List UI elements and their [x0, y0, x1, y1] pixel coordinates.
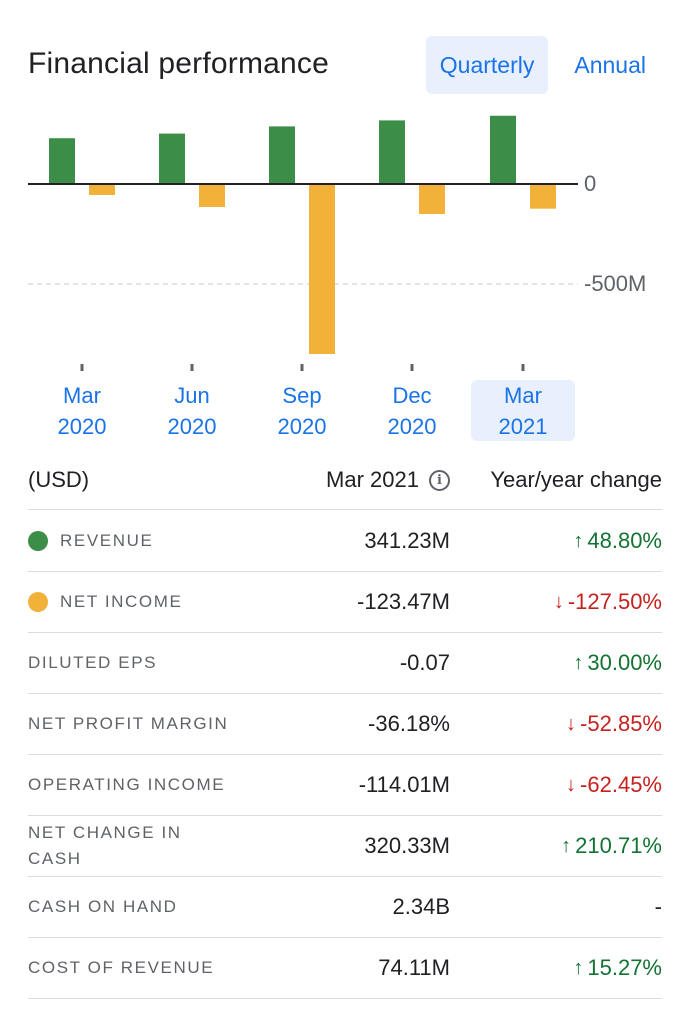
x-label-year: 2021 — [498, 414, 548, 439]
row-value: -123.47M — [357, 589, 450, 614]
currency-label: (USD) — [28, 467, 90, 492]
table-row: CASH ON HAND 2.34B - — [28, 877, 662, 938]
legend-dot-icon — [28, 592, 48, 612]
table-row: OPERATING INCOME -114.01M ↓ -62.45% — [28, 755, 662, 816]
row-label: CASH ON HAND — [28, 877, 308, 937]
table-header: (USD) Mar 2021 i Year/year change — [28, 450, 662, 510]
period-header: Mar 2021 i — [326, 467, 450, 493]
row-change-text: -127.50% — [567, 589, 662, 614]
row-label: NET PROFIT MARGIN — [28, 694, 308, 754]
row-label: DILUTED EPS — [28, 633, 308, 693]
row-change-text: -62.45% — [580, 772, 662, 797]
x-category-label[interactable]: Mar 2021 — [471, 380, 575, 441]
financial-header: Financial performance Quarterly Annual — [0, 0, 688, 110]
x-category-label[interactable]: Sep 2020 — [250, 380, 354, 441]
row-value: -36.18% — [368, 711, 450, 736]
table-row: NET INCOME -123.47M ↓ -127.50% — [28, 572, 662, 633]
row-change: - — [655, 877, 662, 937]
x-label-year: 2020 — [57, 414, 107, 439]
revenue-bar-3 — [269, 126, 295, 184]
row-value: 341.23M — [364, 528, 450, 553]
row-value: -0.07 — [399, 650, 450, 675]
x-label-month: Sep — [282, 383, 322, 408]
net-income-bar-1 — [89, 184, 115, 195]
row-label: COST OF REVENUE — [28, 938, 308, 998]
row-label: NET CHANGE IN CASH — [28, 816, 308, 876]
arrow-up-icon: ↑ — [561, 834, 572, 857]
row-value: -114.01M — [358, 772, 450, 797]
row-change: ↑ 48.80% — [573, 511, 662, 571]
arrow-down-icon: ↓ — [566, 773, 577, 796]
row-label-text: NET INCOME — [60, 592, 183, 611]
page-title: Financial performance — [28, 47, 330, 80]
x-label-year: 2020 — [277, 414, 327, 439]
row-label-text: DILUTED EPS — [28, 653, 158, 672]
change-header: Year/year change — [490, 467, 662, 492]
x-label-month: Jun — [174, 383, 210, 408]
table-row: COST OF REVENUE 74.11M ↑ 15.27% — [28, 938, 662, 999]
row-change-text: 30.00% — [587, 650, 662, 675]
row-value: 320.33M — [364, 833, 450, 858]
arrow-up-icon: ↑ — [573, 651, 584, 674]
revenue-bar-1 — [49, 138, 75, 184]
row-value: 2.34B — [392, 894, 451, 919]
x-label-month: Mar — [63, 383, 101, 408]
row-label-text: COST OF REVENUE — [28, 958, 215, 977]
arrow-down-icon: ↓ — [553, 590, 564, 613]
y-tick-label: 0 — [584, 171, 597, 196]
row-change-text: 48.80% — [587, 528, 662, 553]
x-label-year: 2020 — [167, 414, 217, 439]
net-income-bar-3 — [309, 184, 335, 354]
row-change-text: -52.85% — [580, 711, 662, 736]
net-income-bar-2 — [199, 184, 225, 207]
row-label-text: OPERATING INCOME — [28, 775, 226, 794]
row-label: REVENUE — [28, 511, 308, 571]
revenue-bar-5 — [490, 115, 516, 184]
legend-dot-icon — [28, 531, 48, 551]
row-label-text: CASH ON HAND — [28, 897, 178, 916]
period-tabs: Quarterly Annual — [425, 36, 660, 94]
row-change: ↑ 15.27% — [573, 938, 662, 998]
x-label-month: Mar — [504, 383, 542, 408]
row-value: 74.11M — [378, 955, 450, 980]
row-label-text: NET PROFIT MARGIN — [28, 714, 229, 733]
row-label-text: NET CHANGE IN CASH — [28, 823, 182, 868]
x-label-year: 2020 — [387, 414, 437, 439]
y-tick-label: -500M — [584, 271, 647, 296]
period-label: Mar 2021 — [326, 467, 419, 492]
x-category-label[interactable]: Jun 2020 — [140, 380, 244, 441]
row-label-text: REVENUE — [60, 531, 154, 550]
row-label: NET INCOME — [28, 572, 308, 632]
net-income-bar-5 — [530, 184, 556, 209]
net-income-bar-4 — [419, 184, 445, 214]
table-row: NET PROFIT MARGIN -36.18% ↓ -52.85% — [28, 694, 662, 755]
arrow-up-icon: ↑ — [573, 956, 584, 979]
revenue-bar-2 — [159, 133, 185, 184]
chart-canvas — [28, 115, 578, 371]
row-change-text: 210.71% — [575, 833, 662, 858]
info-icon[interactable]: i — [429, 469, 450, 491]
row-change: ↓ -62.45% — [566, 755, 662, 815]
table-row: NET CHANGE IN CASH 320.33M ↑ 210.71% — [28, 816, 662, 877]
row-change-text: 15.27% — [587, 955, 662, 980]
tab-annual[interactable]: Annual — [574, 51, 646, 78]
x-label-month: Dec — [392, 383, 432, 408]
row-change: ↓ -127.50% — [554, 572, 662, 632]
arrow-down-icon: ↓ — [566, 712, 577, 735]
table-row: DILUTED EPS -0.07 ↑ 30.00% — [28, 633, 662, 694]
row-change: ↑ 210.71% — [561, 816, 662, 876]
row-change: ↑ 30.00% — [573, 633, 662, 693]
row-change-text: - — [654, 894, 662, 919]
row-change: ↓ -52.85% — [566, 694, 662, 754]
row-label: OPERATING INCOME — [28, 755, 308, 815]
table-row: REVENUE 341.23M ↑ 48.80% — [28, 511, 662, 572]
x-category-label[interactable]: Mar 2020 — [30, 380, 134, 441]
financial-table: REVENUE 341.23M ↑ 48.80% NET INCOME -123.47M ↓… — [28, 511, 662, 999]
tab-quarterly[interactable]: Quarterly — [425, 36, 549, 94]
arrow-up-icon: ↑ — [573, 529, 584, 552]
x-category-label[interactable]: Dec 2020 — [360, 380, 464, 441]
financial-bar-chart: 0 -500M Mar 2020 Jun 2020 Sep 2020 Dec 2020 Mar 202… — [0, 100, 688, 450]
revenue-bar-4 — [379, 120, 405, 184]
